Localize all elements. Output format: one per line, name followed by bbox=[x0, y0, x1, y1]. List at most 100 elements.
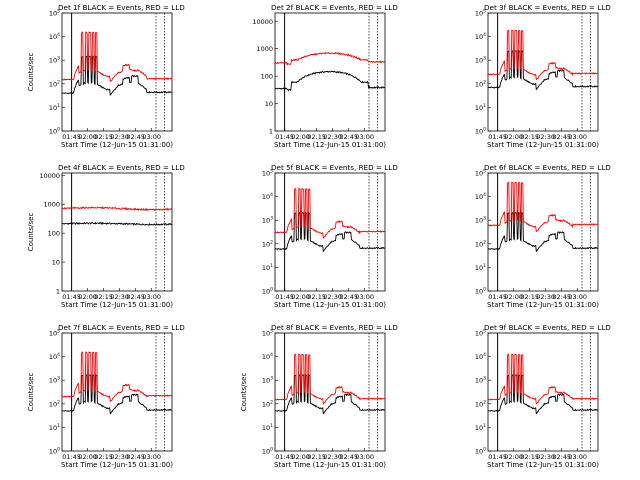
x-tick-label: 02:15 bbox=[520, 293, 539, 301]
y-tick-label: 104 bbox=[49, 352, 60, 361]
x-tick-label: 02:30 bbox=[110, 453, 129, 461]
plot-frame bbox=[61, 12, 173, 132]
y-tick-label: 101 bbox=[475, 423, 486, 432]
x-tick-label: 02:30 bbox=[536, 293, 555, 301]
y-tick-label: 104 bbox=[475, 192, 486, 201]
detector-panel-9: Det 9f BLACK = Events, RED = LLD 100 101 10… bbox=[475, 323, 611, 469]
y-axis-label: Counts/sec bbox=[240, 373, 248, 412]
panel-title: Det 2f BLACK = Events, RED = LLD bbox=[271, 3, 398, 12]
x-tick-label: 01:45 bbox=[275, 133, 294, 141]
x-tick-label: 03:00 bbox=[355, 293, 374, 301]
y-tick-label: 102 bbox=[475, 399, 486, 408]
y-tick-label: 100 bbox=[262, 447, 273, 456]
x-tick-label: 02:30 bbox=[323, 293, 342, 301]
x-tick-label: 02:30 bbox=[323, 453, 342, 461]
x-tick-label: 02:30 bbox=[536, 453, 555, 461]
events-series-line bbox=[62, 55, 172, 96]
detector-panel-3: Det 3f BLACK = Events, RED = LLD 100 101 10… bbox=[475, 3, 611, 149]
lld-series-line bbox=[275, 353, 385, 405]
x-tick-label: 02:45 bbox=[126, 293, 145, 301]
panel-title: Det 7f BLACK = Events, RED = LLD bbox=[58, 323, 185, 332]
y-tick-label: 105 bbox=[475, 169, 486, 178]
events-series-line bbox=[275, 373, 385, 415]
x-tick-label: 02:15 bbox=[520, 453, 539, 461]
events-series-line bbox=[62, 373, 172, 415]
x-tick-label: 02:45 bbox=[552, 453, 571, 461]
y-tick-label: 103 bbox=[262, 376, 273, 385]
plot-frame bbox=[274, 172, 386, 292]
lld-series-line bbox=[488, 181, 598, 233]
y-tick-label: 100 bbox=[475, 447, 486, 456]
x-tick-label: 02:15 bbox=[94, 293, 113, 301]
x-tick-label: 01:45 bbox=[62, 293, 81, 301]
y-tick-label: 104 bbox=[475, 352, 486, 361]
x-tick-label: 02:00 bbox=[504, 133, 523, 141]
y-tick-label: 102 bbox=[49, 399, 60, 408]
x-tick-label: 02:15 bbox=[94, 453, 113, 461]
x-tick-label: 01:45 bbox=[488, 293, 507, 301]
x-tick-label: 01:45 bbox=[62, 133, 81, 141]
panel-title: Det 1f BLACK = Events, RED = LLD bbox=[58, 3, 185, 12]
x-tick-label: 02:15 bbox=[307, 293, 326, 301]
plot-frame bbox=[274, 332, 386, 452]
x-tick-label: 03:00 bbox=[142, 453, 161, 461]
y-tick-label: 103 bbox=[475, 56, 486, 65]
x-tick-label: 02:45 bbox=[339, 293, 358, 301]
y-tick-label: 102 bbox=[475, 79, 486, 88]
x-tick-label: 02:30 bbox=[110, 133, 129, 141]
x-tick-label: 03:00 bbox=[568, 293, 587, 301]
y-tick-label: 103 bbox=[475, 376, 486, 385]
panel-title: Det 4f BLACK = Events, RED = LLD bbox=[58, 163, 185, 172]
y-tick-label: 100 bbox=[262, 287, 273, 296]
y-tick-label: 100 bbox=[49, 447, 60, 456]
x-tick-label: 03:00 bbox=[142, 293, 161, 301]
x-tick-label: 03:00 bbox=[142, 133, 161, 141]
y-tick-label: 103 bbox=[475, 216, 486, 225]
y-tick-label: 105 bbox=[475, 329, 486, 338]
x-tick-label: 01:45 bbox=[275, 293, 294, 301]
panel-title: Det 6f BLACK = Events, RED = LLD bbox=[484, 163, 611, 172]
y-tick-label: 101 bbox=[49, 103, 60, 112]
plot-frame bbox=[61, 172, 173, 292]
lld-series-line bbox=[62, 31, 172, 83]
x-tick-label: 02:15 bbox=[307, 133, 326, 141]
x-axis-label: Start Time (12-Jun-15 01:31:00) bbox=[487, 141, 599, 149]
x-tick-label: 02:00 bbox=[291, 453, 310, 461]
y-tick-label: 1 bbox=[56, 288, 60, 296]
y-tick-label: 105 bbox=[49, 329, 60, 338]
y-tick-label: 102 bbox=[475, 239, 486, 248]
events-series-line bbox=[62, 221, 172, 226]
x-axis-label: Start Time (12-Jun-15 01:31:00) bbox=[61, 141, 173, 149]
x-axis-label: Start Time (12-Jun-15 01:31:00) bbox=[487, 461, 599, 469]
y-tick-label: 100 bbox=[475, 287, 486, 296]
y-tick-label: 10 bbox=[265, 100, 273, 108]
plot-frame bbox=[487, 332, 599, 452]
y-tick-label: 1 bbox=[269, 128, 273, 136]
y-tick-label: 104 bbox=[262, 192, 273, 201]
y-axis-label: Counts/sec bbox=[27, 373, 35, 412]
x-tick-label: 02:45 bbox=[126, 133, 145, 141]
lld-series-line bbox=[275, 187, 385, 239]
plot-frame bbox=[487, 12, 599, 132]
y-tick-label: 100 bbox=[49, 127, 60, 136]
x-tick-label: 02:15 bbox=[307, 453, 326, 461]
y-tick-label: 101 bbox=[49, 423, 60, 432]
detector-panel-5: Det 5f BLACK = Events, RED = LLD 100 101 10… bbox=[262, 163, 398, 309]
x-tick-label: 02:45 bbox=[339, 133, 358, 141]
detector-panel-1: Det 1f BLACK = Events, RED = LLD 100 101 10… bbox=[27, 3, 185, 149]
x-tick-label: 03:00 bbox=[568, 453, 587, 461]
x-tick-label: 01:45 bbox=[275, 453, 294, 461]
y-tick-label: 105 bbox=[49, 9, 60, 18]
x-tick-label: 02:00 bbox=[78, 293, 97, 301]
y-tick-label: 102 bbox=[262, 239, 273, 248]
x-tick-label: 02:00 bbox=[291, 293, 310, 301]
events-series-line bbox=[275, 211, 385, 253]
y-tick-label: 100 bbox=[48, 230, 60, 238]
x-tick-label: 02:45 bbox=[339, 453, 358, 461]
x-tick-label: 02:45 bbox=[552, 133, 571, 141]
lld-series-line bbox=[62, 206, 172, 212]
y-tick-label: 101 bbox=[262, 423, 273, 432]
y-axis-label: Counts/sec bbox=[27, 53, 35, 92]
detector-panel-8: Det 8f BLACK = Events, RED = LLD 100 101 10… bbox=[240, 323, 398, 469]
y-tick-label: 105 bbox=[262, 169, 273, 178]
